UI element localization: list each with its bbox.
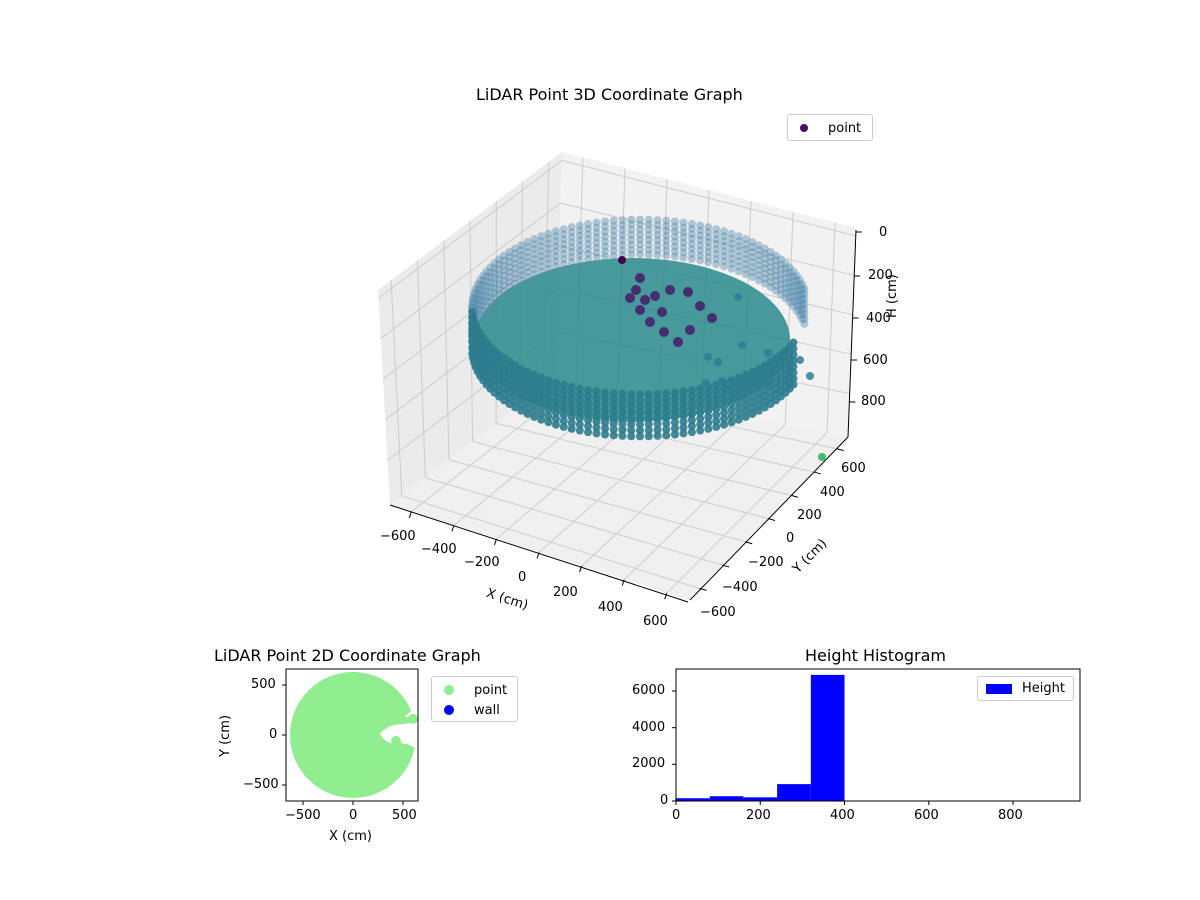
hist-legend: Height — [977, 676, 1074, 701]
legend-marker-icon — [800, 124, 808, 132]
legend-label: point — [474, 682, 508, 698]
y-tick: 0 — [660, 793, 669, 808]
x-tick: 500 — [392, 808, 417, 823]
x-tick: 400 — [598, 600, 623, 615]
y-tick: −600 — [700, 605, 736, 620]
x-tick: 0 — [518, 570, 527, 585]
x-tick: −200 — [464, 555, 500, 570]
z-axis-line — [847, 229, 857, 438]
x-axis-label: X (cm) — [329, 829, 372, 844]
x-tick: 200 — [746, 808, 771, 823]
y-tick: 500 — [251, 677, 276, 692]
y-tick: 0 — [786, 531, 795, 546]
z-tick: 800 — [861, 394, 886, 409]
y-tick: 600 — [841, 461, 866, 476]
y-tick: 400 — [820, 485, 845, 500]
legend-item-wall: wall — [440, 700, 509, 720]
z-tick: 0 — [879, 225, 888, 240]
point-cloud — [468, 215, 826, 461]
x-tick: −600 — [380, 529, 416, 544]
x-tick: 800 — [998, 808, 1023, 823]
x-tick: 0 — [672, 808, 681, 823]
y-tick: 200 — [797, 508, 822, 523]
legend-label: wall — [474, 702, 500, 718]
plot3d-title: LiDAR Point 3D Coordinate Graph — [476, 85, 743, 104]
pane-floor — [390, 378, 848, 600]
hist-title: Height Histogram — [805, 646, 946, 665]
z-axis-label: H (cm) — [885, 274, 900, 318]
legend-patch-icon — [986, 683, 1013, 694]
y-tick: −200 — [748, 555, 784, 570]
x-tick: 600 — [643, 614, 668, 629]
x-tick: 0 — [349, 808, 358, 823]
x-tick: 200 — [553, 585, 578, 600]
y-axis-label: Y (cm) — [218, 714, 233, 757]
y-tick: 0 — [269, 727, 278, 742]
y-tick: 6000 — [632, 683, 666, 698]
legend-marker-icon — [444, 705, 454, 715]
legend-item-height: Height — [986, 680, 1065, 697]
legend-item-point: point — [796, 118, 864, 138]
legend-label: Height — [1022, 681, 1065, 696]
x-tick: −400 — [421, 542, 457, 557]
plot2d-legend: point wall — [431, 676, 518, 722]
legend-item-point: point — [440, 680, 509, 700]
x-tick: 600 — [914, 808, 939, 823]
z-tick: 600 — [863, 353, 888, 368]
plot3d-legend: point — [787, 114, 873, 141]
legend-label: point — [828, 120, 862, 136]
y-tick: −500 — [243, 777, 279, 792]
y-tick: 2000 — [632, 756, 666, 771]
x-tick: 400 — [830, 808, 855, 823]
z-tick: 400 — [866, 311, 891, 326]
z-tick: 200 — [868, 268, 893, 283]
y-tick: −400 — [722, 580, 758, 595]
x-tick: −500 — [285, 808, 321, 823]
plot2d-title: LiDAR Point 2D Coordinate Graph — [214, 646, 481, 665]
y-tick: 4000 — [632, 720, 666, 735]
legend-marker-icon — [444, 685, 454, 695]
ticks-3d — [408, 231, 862, 600]
